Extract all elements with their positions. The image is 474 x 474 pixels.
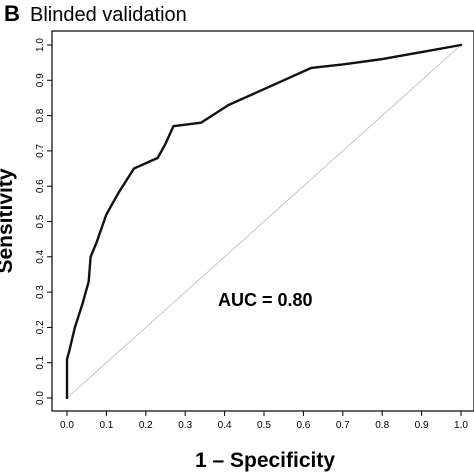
auc-annotation: AUC = 0.80: [218, 290, 313, 310]
x-tick-label: 0.6: [296, 420, 310, 431]
y-tick-label: 0.7: [35, 144, 46, 158]
reference-diagonal-line: [66, 44, 462, 399]
x-tick-label: 0.4: [218, 420, 232, 431]
y-tick-label: 0.0: [35, 391, 46, 405]
y-tick-label: 0.6: [35, 179, 46, 193]
x-tick-label: 0.5: [257, 420, 271, 431]
x-axis: 0.0 0.1 0.2 0.3 0.4 0.5 0.6 0.7 0.8 0.9 1.0: [60, 411, 468, 431]
y-tick-label: 0.1: [35, 355, 46, 369]
x-tick-label: 1.0: [454, 420, 468, 431]
roc-curve-line: [65, 43, 463, 400]
x-tick-label: 0.0: [60, 420, 74, 431]
x-tick-label: 0.9: [415, 420, 429, 431]
y-axis-title: Sensitivity: [0, 168, 17, 273]
panel-letter: B: [4, 1, 20, 26]
plot-frame: [51, 30, 474, 412]
y-tick-label: 0.3: [35, 285, 46, 299]
x-tick-label: 0.2: [139, 420, 153, 431]
plot-border: [51, 30, 474, 412]
y-tick-label: 0.9: [35, 73, 46, 87]
x-tick-label: 0.7: [336, 420, 350, 431]
series-layer: [65, 43, 463, 400]
y-axis: 0.0 0.1 0.2 0.3 0.4 0.5 0.6 0.7 0.8 0.9 1.0: [35, 38, 52, 405]
y-tick-label: 0.2: [35, 320, 46, 334]
x-axis-title: 1 – Specificity: [195, 449, 335, 472]
chart-title: Blinded validation: [30, 4, 187, 26]
x-tick-label: 0.1: [99, 420, 113, 431]
x-tick-label: 0.8: [375, 420, 389, 431]
y-tick-label: 0.5: [35, 214, 46, 228]
y-tick-label: 1.0: [35, 38, 46, 52]
y-tick-label: 0.4: [35, 249, 46, 263]
x-tick-label: 0.3: [178, 420, 192, 431]
y-tick-label: 0.8: [35, 108, 46, 122]
